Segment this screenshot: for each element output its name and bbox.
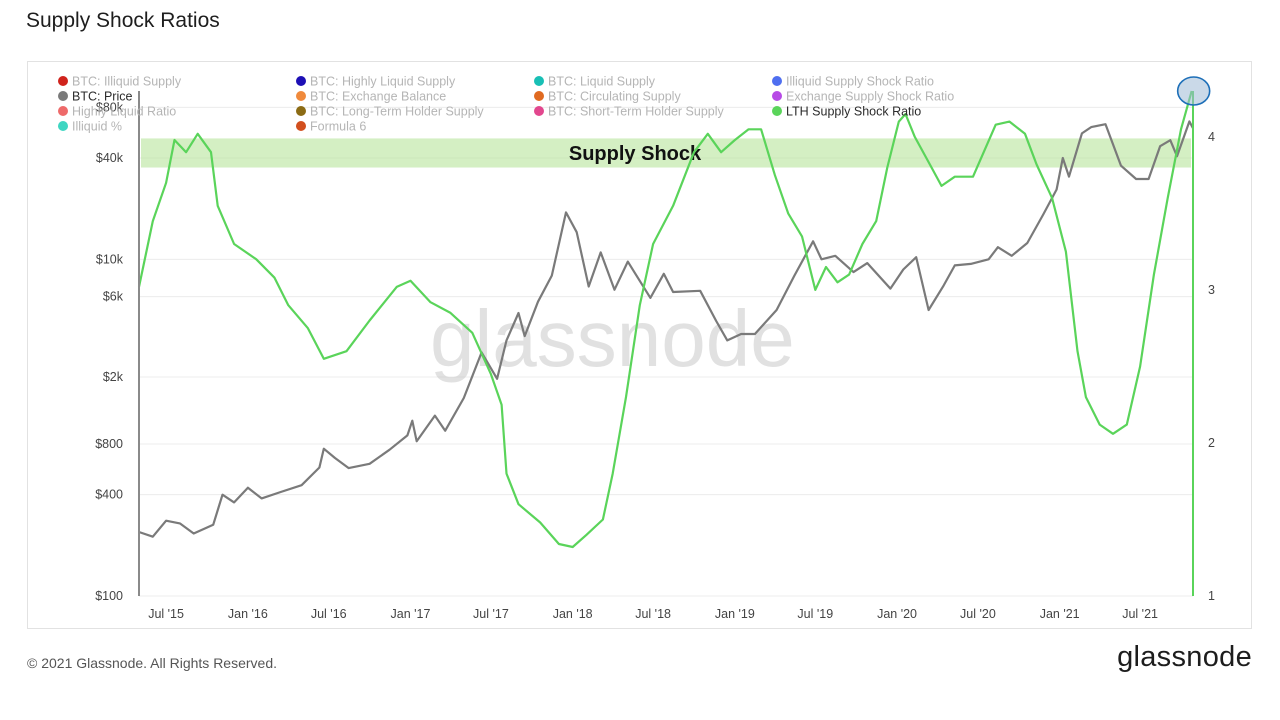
x-tick-label: Jan '18 [553,607,593,621]
x-tick-label: Jul '16 [311,607,347,621]
legend-item[interactable]: BTC: Long-Term Holder Supply [296,105,484,119]
legend-label: Illiquid Supply Shock Ratio [786,75,934,89]
supply-shock-band: Supply Shock [141,138,1191,168]
y-left-tick-label: $400 [95,488,123,502]
x-tick-label: Jan '20 [877,607,917,621]
series-lines [137,90,1194,549]
y-right-tick-label: 1 [1208,589,1215,603]
y-left-tick-label: $800 [95,437,123,451]
x-tick-label: Jul '21 [1122,607,1158,621]
legend-dot-icon [58,106,68,116]
x-tick-label: Jul '17 [473,607,509,621]
legend-label: Formula 6 [310,120,366,134]
legend-item[interactable]: Illiquid % [58,120,122,134]
legend-label: Illiquid % [72,120,122,134]
legend-label: Exchange Supply Shock Ratio [786,90,954,104]
legend-dot-icon [296,76,306,86]
btc-price-line [138,120,1194,538]
brand-logo[interactable]: glassnode [1117,641,1252,673]
legend-item[interactable]: LTH Supply Shock Ratio [772,105,921,119]
legend-dot-icon [296,106,306,116]
legend-item[interactable]: Illiquid Supply Shock Ratio [772,75,934,89]
watermark-text: glassnode [430,294,795,383]
legend-item[interactable]: BTC: Exchange Balance [296,90,446,104]
legend-label: BTC: Illiquid Supply [72,75,182,89]
x-tick-label: Jan '16 [228,607,268,621]
legend[interactable]: BTC: Illiquid Supply BTC: Highly Liquid S… [58,75,954,134]
legend-label: Highly Liquid Ratio [72,105,176,119]
x-tick-label: Jul '18 [635,607,671,621]
legend-dot-icon [772,106,782,116]
peak-highlight-circle [1176,76,1211,106]
legend-item[interactable]: Highly Liquid Ratio [58,105,176,119]
legend-dot-icon [772,91,782,101]
legend-label: BTC: Exchange Balance [310,90,446,104]
legend-label: BTC: Short-Term Holder Supply [548,105,725,119]
legend-item[interactable]: BTC: Circulating Supply [534,90,681,104]
legend-dot-icon [534,76,544,86]
chart-panel: glassnode Supply Shock $100 $400 $800 $2k $6… [27,61,1252,629]
y-left-tick-label: $2k [103,370,124,384]
legend-label: BTC: Liquid Supply [548,75,656,89]
legend-label: BTC: Circulating Supply [548,90,681,104]
legend-dot-icon [772,76,782,86]
legend-item[interactable]: BTC: Highly Liquid Supply [296,75,456,89]
page-title: Supply Shock Ratios [26,9,220,32]
legend-dot-icon [296,91,306,101]
supply-shock-chart: glassnode Supply Shock $100 $400 $800 $2k $6… [58,75,1215,621]
x-tick-label: Jul '19 [797,607,833,621]
legend-label: LTH Supply Shock Ratio [786,105,921,119]
legend-dot-icon [534,91,544,101]
y-left-tick-label: $6k [103,290,124,304]
legend-item[interactable]: BTC: Price [58,90,132,104]
y-left-tick-label: $100 [95,589,123,603]
legend-dot-icon [534,106,544,116]
x-tick-label: Jul '15 [148,607,184,621]
x-tick-label: Jul '20 [960,607,996,621]
legend-dot-icon [58,91,68,101]
supply-shock-label: Supply Shock [569,143,702,165]
legend-dot-icon [58,121,68,131]
legend-item[interactable]: Exchange Supply Shock Ratio [772,90,954,104]
copyright-text: © 2021 Glassnode. All Rights Reserved. [27,655,278,671]
legend-item[interactable]: BTC: Short-Term Holder Supply [534,105,725,119]
x-tick-label: Jan '21 [1040,607,1080,621]
legend-item[interactable]: BTC: Liquid Supply [534,75,656,89]
y-right-tick-label: 4 [1208,130,1215,144]
supply-shock-band-rect [141,138,1191,168]
legend-item[interactable]: Formula 6 [296,120,366,134]
x-tick-label: Jan '17 [391,607,431,621]
legend-label: BTC: Highly Liquid Supply [310,75,456,89]
legend-label: BTC: Long-Term Holder Supply [310,105,484,119]
y-left-tick-label: $10k [96,252,124,266]
legend-dot-icon [296,121,306,131]
legend-dot-icon [58,76,68,86]
y-right-tick-label: 2 [1208,436,1215,450]
legend-item[interactable]: BTC: Illiquid Supply [58,75,182,89]
y-left-tick-label: $80k [96,100,124,114]
lth-supply-shock-ratio-line [137,90,1193,549]
axes: $100 $400 $800 $2k $6k $10k $40k $80k 1 2 3 4 Jul '1… [95,76,1215,621]
x-tick-label: Jan '19 [715,607,755,621]
y-left-tick-label: $40k [96,151,124,165]
y-right-tick-label: 3 [1208,283,1215,297]
legend-label: BTC: Price [72,90,132,104]
